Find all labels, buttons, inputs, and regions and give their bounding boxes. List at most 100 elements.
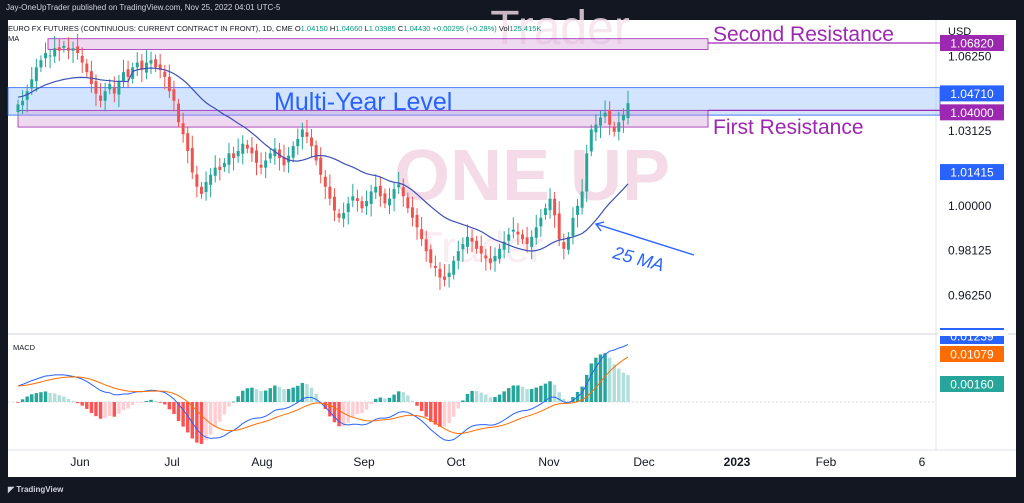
macd-histogram-bar xyxy=(121,402,126,411)
tradingview-logo: ◤ TradingView xyxy=(8,485,63,494)
candle-body xyxy=(85,63,89,73)
ma-line xyxy=(17,67,629,252)
candle-body xyxy=(190,148,194,173)
candle-body xyxy=(250,147,254,154)
candle xyxy=(300,122,304,150)
macd-histogram-bar xyxy=(57,395,61,403)
candle-body xyxy=(310,137,314,147)
candle-body xyxy=(94,81,98,94)
candle-body xyxy=(488,258,492,264)
candle-body xyxy=(232,153,236,159)
macd-histogram-bar xyxy=(337,402,341,427)
candle-body xyxy=(470,237,474,242)
candle xyxy=(277,142,281,171)
candle xyxy=(190,135,194,180)
x-tick-label: Feb xyxy=(816,455,837,469)
candle-body xyxy=(589,129,593,152)
macd-histogram-bar xyxy=(309,387,314,403)
candle xyxy=(612,121,616,137)
macd-histogram-bar xyxy=(383,398,387,403)
candle-body xyxy=(608,109,612,125)
candle xyxy=(351,183,355,208)
candle-body xyxy=(154,59,158,68)
candle xyxy=(493,247,497,272)
macd-histogram-bar xyxy=(185,402,190,433)
candle-body xyxy=(369,191,373,204)
candle xyxy=(167,64,171,98)
macd-histogram-bar xyxy=(163,402,167,405)
zone-2 xyxy=(17,109,709,128)
candle xyxy=(557,201,561,246)
candle xyxy=(530,230,534,260)
macd-histogram-bar xyxy=(39,392,43,403)
macd-histogram-bar xyxy=(456,402,461,409)
candle-body xyxy=(30,79,34,89)
candle-body xyxy=(443,276,447,280)
candle xyxy=(461,237,465,262)
candle xyxy=(264,151,268,179)
candle-body xyxy=(580,191,584,208)
candle-body xyxy=(621,115,625,121)
candle-body xyxy=(121,72,125,81)
macd-histogram-bar xyxy=(594,357,598,403)
macd-histogram-bar xyxy=(355,402,360,415)
macd-histogram-bar xyxy=(149,399,153,403)
macd-histogram-bar xyxy=(112,402,117,417)
macd-histogram-bar xyxy=(176,402,181,421)
price-label-text: 1.04710 xyxy=(950,87,994,101)
macd-histogram-bar xyxy=(525,389,529,403)
ohlc-o-label: O xyxy=(294,24,301,33)
ohlc-l: 1.03985 xyxy=(368,24,396,33)
macd-histogram-bar xyxy=(378,397,383,403)
candle xyxy=(99,83,103,108)
price-label-text: 1.04000 xyxy=(950,106,994,120)
candle-body xyxy=(149,60,153,64)
macd-histogram-bar xyxy=(282,389,286,403)
candle-body xyxy=(282,157,286,166)
candle-body xyxy=(355,198,359,202)
candle-body xyxy=(479,245,483,254)
candle-body xyxy=(218,166,222,171)
candle xyxy=(355,189,359,212)
candle xyxy=(177,98,181,128)
macd-histogram-bar xyxy=(236,396,240,403)
candle-body xyxy=(204,181,208,192)
macd-histogram-bar xyxy=(117,402,121,414)
candle xyxy=(121,59,125,88)
candle xyxy=(103,82,107,112)
macd-histogram-bar xyxy=(438,402,442,427)
ohlc-l-label: L xyxy=(364,24,369,33)
candle-body xyxy=(465,236,469,247)
ma-arrow-head xyxy=(594,221,605,232)
candle-body xyxy=(617,122,621,132)
macd-histogram-bar xyxy=(250,387,254,403)
candle xyxy=(25,84,29,113)
candle-body xyxy=(296,138,300,147)
macd-histogram-bar xyxy=(369,402,373,404)
candle-body xyxy=(34,67,38,82)
candle-body xyxy=(177,103,181,123)
macd-histogram-bar xyxy=(43,391,48,403)
macd-histogram-bar xyxy=(204,402,208,441)
candle xyxy=(158,53,162,79)
macd-histogram-bar xyxy=(98,402,103,419)
macd-histogram-bar xyxy=(621,372,626,403)
candle xyxy=(163,64,167,90)
candle-body xyxy=(80,55,84,63)
macd-histogram-bar xyxy=(585,374,589,403)
candle xyxy=(209,168,213,198)
candle-body xyxy=(209,174,213,185)
macd-histogram-bar xyxy=(314,393,318,403)
candle-body xyxy=(388,198,391,206)
macd-histogram-bar xyxy=(539,385,543,403)
candle xyxy=(378,177,382,207)
candle xyxy=(48,48,52,69)
macd-price-label-box xyxy=(940,376,1004,392)
candle-body xyxy=(539,217,543,227)
candle xyxy=(447,264,451,288)
candle-body xyxy=(48,55,52,57)
candle xyxy=(199,181,203,199)
macd-histogram-bar xyxy=(507,388,511,403)
macd-histogram-bar xyxy=(208,402,213,435)
macd-histogram-bar xyxy=(502,391,506,403)
